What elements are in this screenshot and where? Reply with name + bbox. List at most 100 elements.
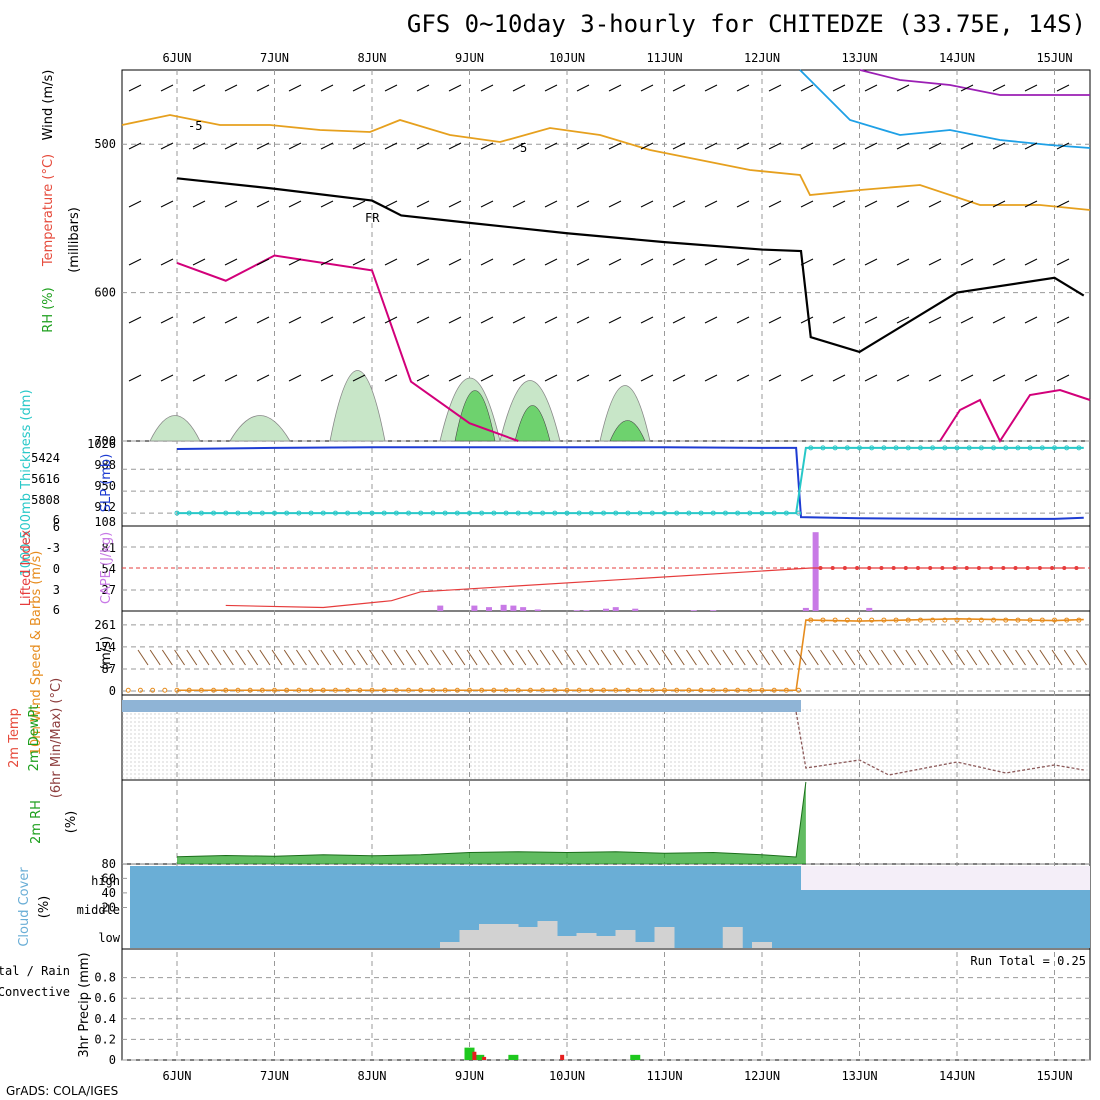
wind-barb bbox=[352, 142, 366, 150]
wind-speed-point bbox=[869, 617, 875, 623]
wind-speed-point bbox=[515, 687, 521, 693]
thickness-point bbox=[491, 510, 497, 516]
wind-barb bbox=[288, 258, 302, 266]
wind-barb bbox=[512, 142, 526, 150]
rh-contour-line-east bbox=[939, 388, 1091, 444]
wind-barb bbox=[992, 84, 1006, 92]
surface-wind-barb bbox=[673, 649, 685, 666]
wind-speed-point bbox=[1003, 617, 1009, 623]
surface-wind-barb bbox=[478, 649, 490, 666]
wind-barb bbox=[352, 316, 366, 324]
wind-barb bbox=[512, 374, 526, 382]
wind-barb bbox=[512, 84, 526, 92]
wind-barb bbox=[256, 316, 270, 324]
rh-shading-area bbox=[329, 370, 386, 442]
wind-barb bbox=[384, 84, 398, 92]
surface-wind-barb bbox=[783, 649, 795, 666]
wind-barb bbox=[800, 200, 814, 208]
lifted-index-point bbox=[855, 566, 860, 570]
low-cloud-bar bbox=[518, 927, 538, 948]
wind-barb bbox=[480, 200, 494, 208]
wind-speed-point bbox=[1015, 617, 1021, 623]
x-tick-label-top: 14JUN bbox=[939, 51, 975, 65]
wind-speed-point bbox=[942, 617, 948, 623]
wind-barb bbox=[832, 200, 846, 208]
surface-wind-barb bbox=[1051, 649, 1063, 666]
lifted-index-point bbox=[1025, 566, 1030, 570]
wind-barb bbox=[864, 374, 878, 382]
thickness-tick-label: 5616 bbox=[31, 472, 60, 486]
wind-speed-point bbox=[125, 687, 131, 693]
wind-barb bbox=[512, 316, 526, 324]
thickness-point bbox=[869, 445, 875, 451]
precip-tick-label: 0.8 bbox=[94, 971, 116, 985]
y-axis-label-rh: RH (%) bbox=[41, 287, 56, 332]
surface-wind-barb bbox=[259, 649, 271, 666]
thickness-point bbox=[223, 510, 229, 516]
wind-barb bbox=[480, 316, 494, 324]
cape-bar bbox=[486, 607, 492, 611]
surface-wind-barb bbox=[405, 649, 417, 666]
precip-total-bar bbox=[464, 1047, 475, 1060]
wind-barb bbox=[800, 84, 814, 92]
x-tick-label-bottom: 9JUN bbox=[455, 1069, 484, 1083]
wind-barb bbox=[512, 200, 526, 208]
x-tick-label-top: 10JUN bbox=[549, 51, 585, 65]
wind-speed-point bbox=[406, 687, 412, 693]
cape-bar bbox=[603, 608, 609, 611]
wind-speed-point bbox=[296, 687, 302, 693]
surface-wind-barb bbox=[1027, 649, 1039, 666]
surface-wind-barb bbox=[941, 649, 953, 666]
y-tick-label: 500 bbox=[94, 137, 116, 151]
wind-speed-point bbox=[771, 687, 777, 693]
surface-wind-barb bbox=[795, 649, 807, 666]
thickness-point bbox=[345, 510, 351, 516]
wind-barb bbox=[448, 374, 462, 382]
wind-barb bbox=[576, 84, 590, 92]
low-cloud-bar bbox=[537, 921, 558, 948]
wind-speed-point bbox=[540, 687, 546, 693]
wind-barb bbox=[1024, 258, 1038, 266]
cape-bar bbox=[437, 605, 444, 611]
wind-barb bbox=[736, 258, 750, 266]
lifted-index-point bbox=[1074, 566, 1079, 570]
surface-wind-barb bbox=[844, 649, 856, 666]
wind-barb bbox=[128, 316, 142, 324]
thickness-tick-label: 6 bbox=[53, 513, 60, 527]
wind-speed-point bbox=[503, 687, 509, 693]
wind-barb bbox=[384, 316, 398, 324]
thickness-point bbox=[905, 445, 911, 451]
wind-barb bbox=[416, 84, 430, 92]
wind-tick-label: 174 bbox=[94, 640, 116, 654]
wind-speed-point bbox=[381, 687, 387, 693]
wind-barb bbox=[256, 142, 270, 150]
surface-wind-barb bbox=[966, 649, 978, 666]
thickness-point bbox=[1076, 445, 1082, 451]
wind-barb bbox=[704, 200, 718, 208]
surface-wind-barb bbox=[746, 649, 758, 666]
wind-speed-point bbox=[418, 687, 424, 693]
wind-speed-point bbox=[832, 617, 838, 623]
lifted-index-point bbox=[976, 566, 981, 570]
wind-speed-point bbox=[1052, 617, 1057, 623]
thickness-point bbox=[857, 445, 862, 451]
lifted-index-point bbox=[1062, 566, 1067, 570]
wind-barb bbox=[896, 374, 910, 382]
thickness-point bbox=[844, 445, 850, 451]
wind-barb bbox=[384, 374, 398, 382]
x-tick-label-bottom: 8JUN bbox=[358, 1069, 387, 1083]
wind-barb bbox=[544, 142, 558, 150]
wind-barb bbox=[768, 258, 782, 266]
thickness-point bbox=[211, 510, 217, 516]
thickness-point bbox=[722, 510, 728, 516]
cape-axis-label: CAPE (J/kg) bbox=[99, 532, 114, 604]
wind-barb bbox=[864, 200, 878, 208]
thickness-point bbox=[966, 445, 972, 451]
freezing-level-line bbox=[176, 177, 1085, 354]
low-cloud-bar bbox=[479, 924, 499, 948]
cloud-row-label: middle bbox=[77, 903, 120, 917]
wind-speed-point bbox=[552, 687, 558, 693]
wind-barb bbox=[704, 84, 718, 92]
thickness-point bbox=[601, 510, 607, 516]
wind-barb bbox=[768, 316, 782, 324]
